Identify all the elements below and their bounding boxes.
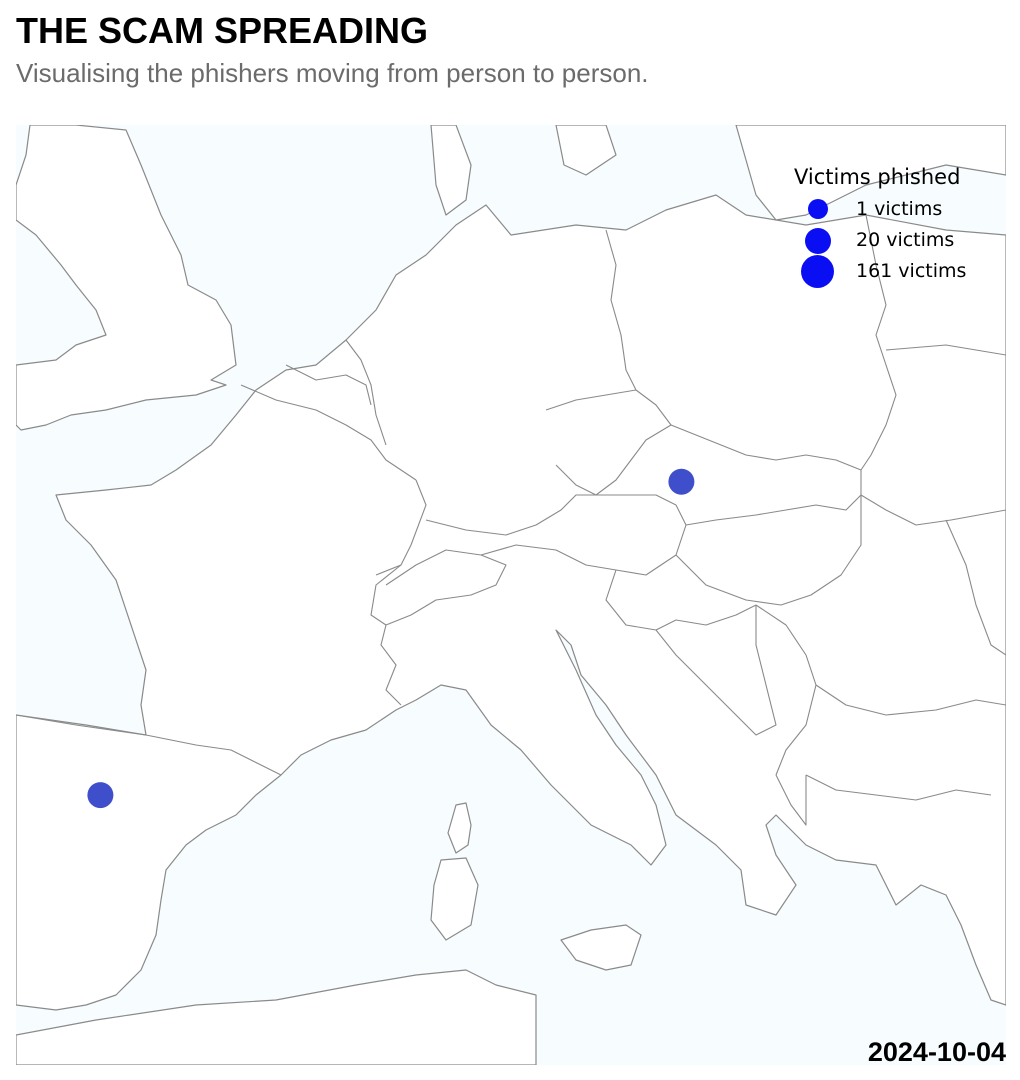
land-sweden [555,125,617,176]
border-switzerland-italy [385,549,507,626]
border-hungary-romania [860,494,1006,526]
border-romania-bulgaria [815,684,1006,716]
europe-map[interactable]: Victims phished 1 victims 20 victims 161… [16,125,1006,1065]
border-poland-belarus [860,214,897,471]
legend-item-1: 1 victims [786,195,986,226]
land-sicily [560,924,642,971]
border-albania-macedonia [775,774,807,826]
border-france-switzerland [370,564,402,626]
border-czechia-slovakia-poland [670,424,862,471]
border-slovakia-hungary [685,470,862,526]
map-canvas [16,125,1006,1065]
scam-marker-spain[interactable] [87,782,114,809]
border-bulgaria-greece [805,774,992,801]
border-germany-poland [605,229,637,391]
legend-dot-medium [805,228,831,254]
date-label: 2024-10-04 [867,1037,1006,1067]
legend-item-161: 161 victims [786,255,986,288]
land-mainland-europe [16,194,1006,1011]
border-germany-czechia [545,389,672,496]
land-north-africa [16,969,537,1065]
legend-title: Victims phished [794,165,961,189]
border-netherlands-belgium [285,364,372,406]
legend-label-20: 20 victims [856,229,955,251]
border-austria-italy [480,494,687,576]
legend-label-1: 1 victims [856,198,943,220]
land-great-britain [16,125,237,431]
legend-dot-small [808,199,828,219]
page-subtitle: Visualising the phishers moving from per… [16,58,649,88]
legend-dot-large [801,255,834,288]
page-title: THE SCAM SPREADING [16,10,429,51]
border-moldova-ukraine [945,519,1006,656]
border-bosnia [655,605,777,736]
legend-item-20: 20 victims [786,226,986,257]
land-baltic-states [735,125,1006,221]
border-spain-france [16,714,282,776]
border-slovenia-croatia [605,569,757,631]
border-france-italy [380,624,402,706]
border-germany-austria [425,494,596,536]
legend-label-161: 161 victims [856,260,967,282]
border-france-belgium-germany [240,384,417,481]
scam-markers [87,468,695,809]
land-corsica [447,802,472,854]
border-belarus-ukraine [885,344,1006,356]
land-sardinia [430,857,479,941]
scam-marker-vienna[interactable] [668,468,695,495]
border-germany-netherlands [345,339,387,446]
map-legend: Victims phished 1 victims 20 victims 161… [786,165,986,288]
border-france-germany [375,479,427,576]
border-hungary-croatia-serbia [675,495,862,606]
land-scandinavia [430,125,472,216]
